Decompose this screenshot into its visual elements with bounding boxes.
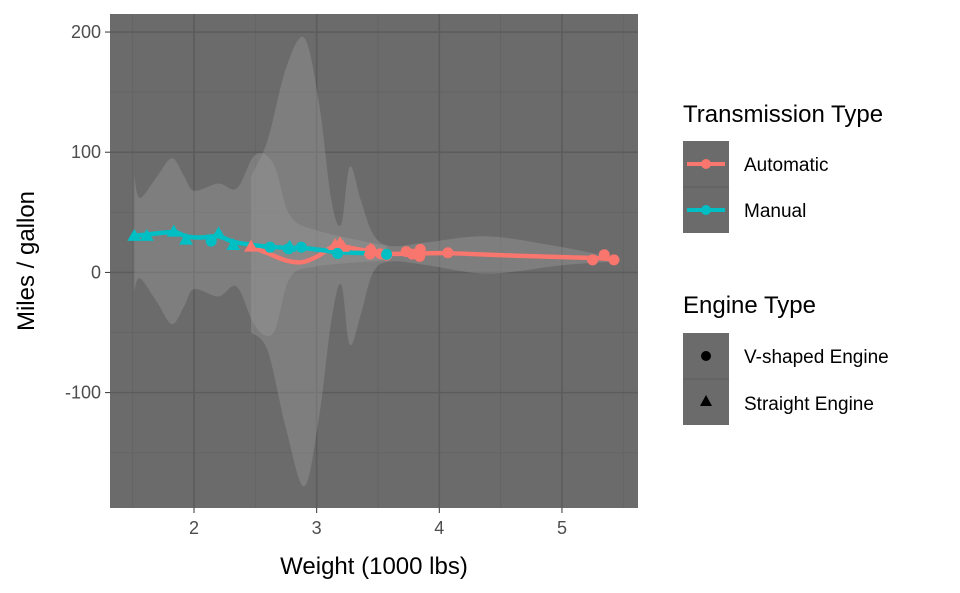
x-tick-label: 4 [434, 518, 444, 538]
point-manual-v-shaped [205, 235, 217, 247]
point-automatic-v-shaped [442, 247, 454, 259]
point-manual-v-shaped [381, 248, 393, 260]
point-manual-v-shaped [264, 241, 276, 253]
x-axis-title: Weight (1000 lbs) [280, 553, 468, 580]
point-manual-v-shaped [332, 247, 344, 259]
y-tick-label: 0 [91, 262, 101, 282]
ribbon-automatic [251, 36, 614, 487]
legend-engine: Engine Type V-shaped Engine Straight Eng… [683, 292, 889, 425]
legend-label-automatic: Automatic [744, 155, 828, 176]
point-manual-straight [139, 228, 154, 241]
legend-label-manual: Manual [744, 201, 806, 222]
point-automatic-v-shaped [414, 243, 426, 255]
legend-key-triangle-icon [700, 395, 712, 406]
y-tick-label: 200 [71, 22, 101, 42]
point-automatic-straight [244, 239, 259, 252]
point-manual-straight [127, 228, 142, 241]
y-tick-label: -100 [65, 383, 101, 403]
point-manual-straight [282, 239, 297, 252]
legend-key-circle-icon [701, 351, 711, 361]
legend-label-straight: Straight Engine [744, 394, 874, 415]
x-tick-label: 2 [189, 518, 199, 538]
point-automatic-v-shaped [598, 249, 610, 261]
legend-title-transmission: Transmission Type [683, 101, 883, 128]
point-automatic-straight [328, 238, 343, 251]
legend-key-manual-point [701, 205, 711, 215]
x-tick-label: 3 [312, 518, 322, 538]
legend-label-v-shaped: V-shaped Engine [744, 347, 889, 368]
point-automatic-v-shaped [364, 248, 376, 260]
point-manual-v-shaped [295, 241, 307, 253]
point-automatic-v-shaped [587, 254, 599, 266]
legend-key-automatic-point [701, 159, 711, 169]
legend-title-engine: Engine Type [683, 292, 816, 319]
point-manual-straight [179, 232, 194, 245]
y-tick-label: 100 [71, 142, 101, 162]
plot-panel [110, 14, 638, 508]
point-manual-straight [226, 238, 241, 251]
point-manual-straight [166, 224, 181, 237]
x-tick-label: 5 [557, 518, 567, 538]
point-manual-straight [211, 226, 226, 239]
y-axis-title: Miles / gallon [13, 191, 40, 331]
legend-transmission: Transmission Type Automatic Manual [683, 101, 883, 233]
point-automatic-v-shaped [608, 254, 620, 266]
